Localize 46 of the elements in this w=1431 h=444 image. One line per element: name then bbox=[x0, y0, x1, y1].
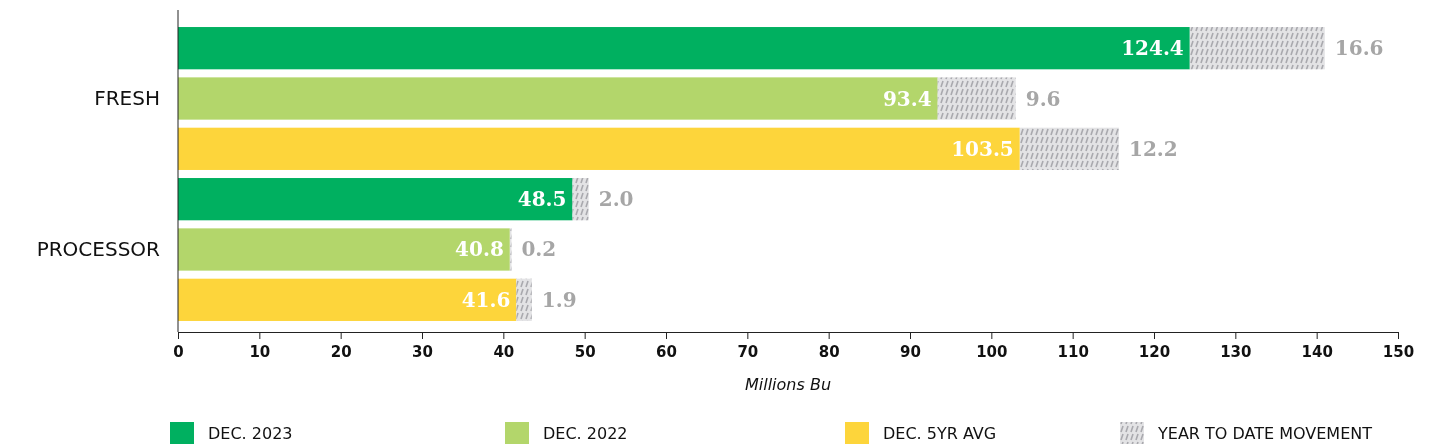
bar bbox=[178, 27, 1190, 70]
legend-label: YEAR TO DATE MOVEMENT bbox=[1157, 423, 1373, 443]
legend-label: DEC. 2023 bbox=[208, 423, 293, 443]
data-label: 0.2 bbox=[521, 237, 557, 262]
x-tick-label: 50 bbox=[574, 343, 596, 361]
bar bbox=[937, 77, 1016, 120]
data-label: 40.8 bbox=[455, 237, 504, 262]
y-tick-label: PROCESSOR bbox=[36, 236, 161, 261]
data-label: 41.6 bbox=[461, 287, 511, 312]
data-label: 1.9 bbox=[541, 287, 577, 312]
x-axis-title: Millions Bu bbox=[744, 375, 832, 394]
x-tick-label: 40 bbox=[493, 343, 515, 361]
bar bbox=[1189, 27, 1325, 70]
x-tick-label: 60 bbox=[656, 343, 677, 361]
bar bbox=[516, 278, 532, 321]
data-label: 12.2 bbox=[1129, 136, 1178, 161]
data-label: 103.5 bbox=[951, 136, 1014, 161]
data-label: 124.4 bbox=[1121, 36, 1184, 61]
bar bbox=[1019, 127, 1120, 170]
data-label: 9.6 bbox=[1025, 86, 1061, 111]
x-tick-label: 70 bbox=[737, 343, 759, 361]
y-tick-label: FRESH bbox=[94, 85, 160, 110]
data-label: 16.6 bbox=[1334, 36, 1384, 61]
legend-label: DEC. 5YR AVG bbox=[883, 423, 997, 443]
bar bbox=[178, 178, 573, 221]
x-tick-label: 110 bbox=[1057, 343, 1089, 361]
x-tick-label: 120 bbox=[1138, 343, 1171, 361]
data-label: 48.5 bbox=[517, 187, 567, 212]
x-tick-label: 130 bbox=[1220, 343, 1252, 361]
x-tick-label: 0 bbox=[173, 343, 184, 361]
legend-label: DEC. 2022 bbox=[543, 423, 628, 443]
x-tick-label: 30 bbox=[412, 343, 433, 361]
x-tick-label: 90 bbox=[900, 343, 921, 361]
bar bbox=[178, 77, 938, 120]
x-tick-label: 100 bbox=[976, 343, 1008, 361]
bar bbox=[178, 127, 1020, 170]
bar bbox=[178, 228, 510, 271]
x-tick-label: 140 bbox=[1301, 343, 1333, 361]
x-tick-label: 10 bbox=[249, 343, 271, 361]
bar bbox=[572, 178, 589, 221]
x-tick-label: 80 bbox=[818, 343, 840, 361]
x-tick-label: 20 bbox=[330, 343, 352, 361]
bar bbox=[178, 278, 517, 321]
x-tick-label: 150 bbox=[1382, 343, 1415, 361]
data-label: 93.4 bbox=[882, 86, 932, 111]
data-label: 2.0 bbox=[598, 187, 634, 212]
